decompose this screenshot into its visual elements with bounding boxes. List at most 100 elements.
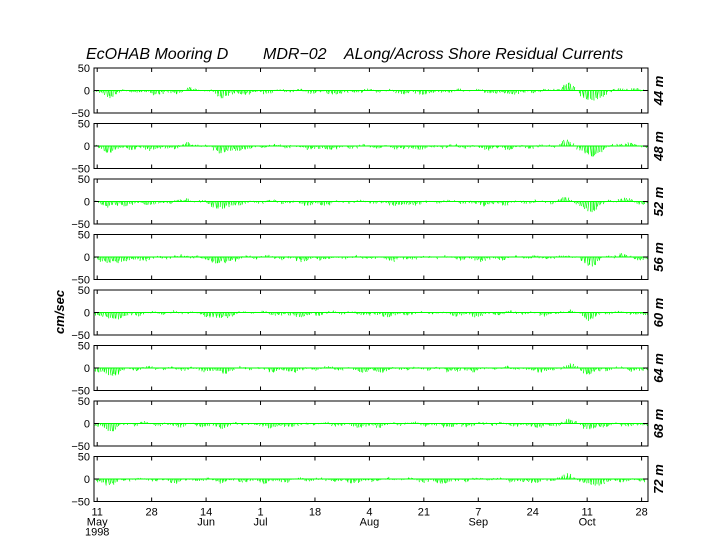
- current-stick: [584, 201, 586, 210]
- panel-60m: 50 0 −50 60 m: [71, 285, 666, 342]
- current-stick: [315, 312, 317, 316]
- current-stick: [317, 312, 320, 316]
- y-tick-label: 0: [84, 474, 90, 486]
- current-stick: [229, 145, 232, 151]
- current-stick: [112, 367, 115, 375]
- current-stick: [105, 478, 108, 484]
- current-stick: [496, 90, 498, 94]
- x-tick-day-label: 1: [257, 507, 263, 519]
- current-stick: [98, 312, 101, 316]
- current-stick: [563, 474, 566, 480]
- current-stick: [100, 312, 103, 316]
- current-stick: [112, 256, 115, 262]
- current-stick: [561, 87, 564, 91]
- current-sticks: [93, 363, 649, 376]
- current-stick: [104, 478, 107, 486]
- current-stick: [217, 90, 220, 97]
- current-stick: [271, 367, 273, 372]
- y-tick-label: 50: [78, 63, 90, 75]
- current-stick: [126, 201, 129, 206]
- current-stick: [222, 367, 225, 374]
- current-stick: [224, 423, 226, 427]
- current-stick: [476, 256, 478, 261]
- current-stick: [446, 478, 449, 483]
- current-stick: [209, 312, 212, 318]
- current-stick: [340, 90, 343, 94]
- current-stick: [592, 312, 594, 319]
- current-stick: [588, 256, 591, 265]
- current-stick: [583, 312, 586, 317]
- y-tick-label: 0: [84, 419, 90, 431]
- current-stick: [115, 312, 117, 319]
- current-stick: [630, 367, 633, 372]
- current-stick: [567, 197, 570, 202]
- current-stick: [540, 423, 542, 428]
- current-stick: [441, 478, 444, 484]
- current-stick: [212, 201, 215, 208]
- current-stick: [105, 367, 108, 374]
- current-stick: [215, 201, 217, 209]
- current-stick: [173, 145, 176, 150]
- x-tick-month-label: Jun: [197, 517, 215, 529]
- current-stick: [235, 145, 237, 151]
- current-stick: [177, 423, 180, 428]
- current-stick: [484, 201, 487, 206]
- x-tick-day-label: 28: [146, 507, 158, 519]
- current-stick: [596, 256, 598, 262]
- current-stick: [144, 256, 147, 262]
- current-stick: [465, 423, 468, 427]
- x-tick-day-label: 14: [200, 507, 212, 519]
- current-stick: [408, 201, 410, 205]
- current-stick: [241, 201, 244, 205]
- current-stick: [419, 145, 422, 150]
- x-tick-month-label: May: [87, 517, 108, 529]
- y-tick-label: 50: [78, 341, 90, 353]
- current-stick: [114, 423, 116, 430]
- current-stick: [301, 312, 304, 317]
- current-stick: [212, 367, 214, 372]
- current-stick: [135, 367, 138, 372]
- current-stick: [201, 367, 204, 372]
- current-stick: [108, 478, 110, 486]
- current-stick: [303, 201, 306, 206]
- current-stick: [300, 312, 302, 318]
- current-stick: [596, 90, 598, 100]
- current-stick: [628, 198, 631, 202]
- current-stick: [221, 367, 224, 373]
- current-stick: [111, 478, 113, 484]
- current-stick: [133, 145, 136, 150]
- panel-52m: 50 0 −50 52 m: [71, 174, 666, 231]
- y-tick-label: −50: [71, 164, 90, 176]
- current-stick: [586, 90, 589, 99]
- current-stick: [623, 197, 626, 202]
- current-stick: [117, 367, 119, 375]
- current-stick: [103, 367, 106, 373]
- current-stick: [124, 256, 126, 261]
- current-stick: [585, 201, 588, 209]
- current-stick: [590, 312, 593, 319]
- current-stick: [117, 201, 119, 206]
- current-stick: [298, 312, 300, 317]
- current-stick: [594, 423, 596, 428]
- current-stick: [506, 145, 509, 150]
- depth-label: 56 m: [651, 242, 666, 272]
- current-stick: [417, 145, 420, 150]
- current-stick: [414, 90, 417, 94]
- current-stick: [227, 312, 229, 319]
- current-stick: [585, 90, 587, 100]
- current-stick: [109, 145, 111, 153]
- current-stick: [176, 478, 178, 484]
- current-stick: [230, 256, 233, 261]
- current-stick: [569, 363, 572, 369]
- current-stick: [259, 478, 261, 483]
- current-stick: [103, 423, 106, 428]
- current-stick: [303, 312, 305, 317]
- current-stick: [210, 256, 213, 262]
- current-stick: [296, 256, 298, 262]
- x-tick-month-label: Sep: [468, 517, 488, 529]
- current-stick: [533, 423, 536, 428]
- current-stick: [107, 201, 109, 208]
- current-stick: [567, 82, 570, 91]
- current-stick: [572, 85, 574, 91]
- current-stick: [583, 145, 586, 154]
